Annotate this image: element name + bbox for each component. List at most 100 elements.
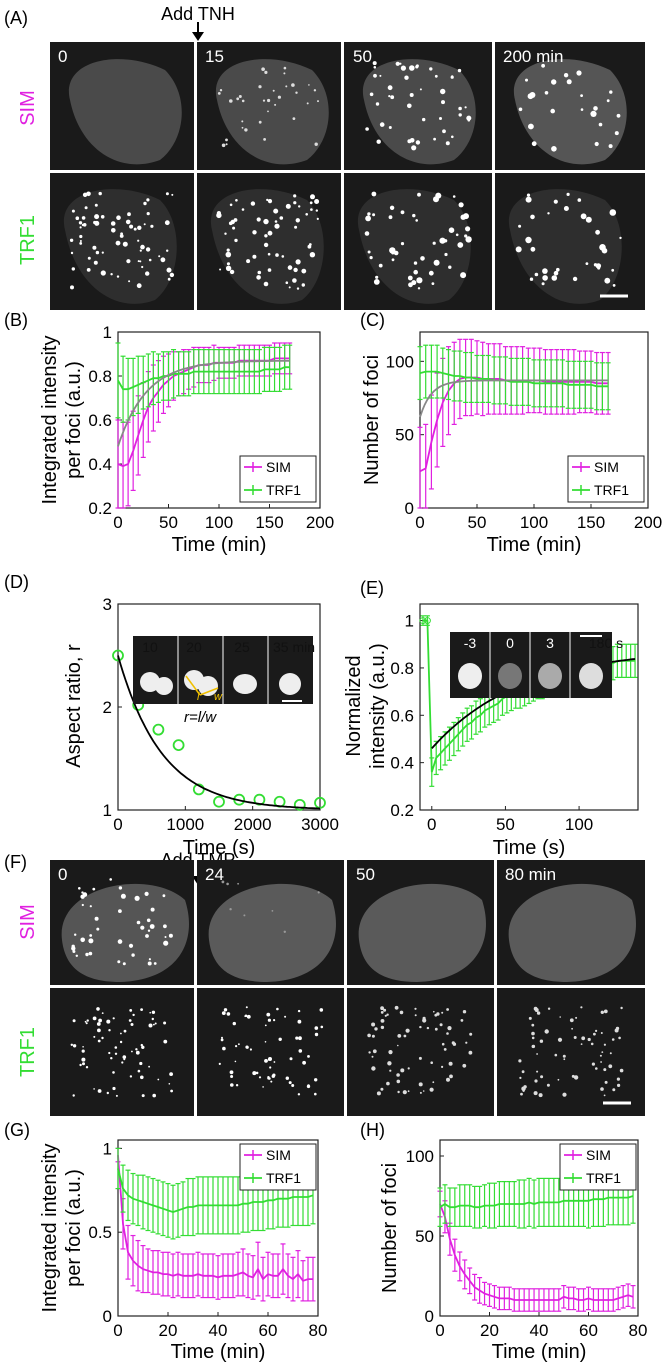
focus-spot [298,205,301,208]
timepoint-label: 0 [58,865,67,884]
focus-spot [226,248,230,252]
chart-b: (B) 0 50 100 150 200 0.2 0.4 0.6 0.8 1 Integrated… [4,310,334,556]
focus-spot [391,258,395,262]
add-tnh-annotation: Add TNH [161,4,235,24]
focus-spot [396,1079,401,1084]
focus-spot [580,108,584,111]
legend-label-sim: SIM [594,459,619,475]
down-arrow-icon [192,22,204,41]
focus-spot [298,1049,303,1053]
focus-spot [429,67,433,71]
focus-spot [287,265,293,270]
inset-timepoint: 180 s [589,635,623,651]
focus-spot [314,199,320,204]
series-line-trf1 [117,1168,314,1214]
focus-spot [310,194,315,200]
focus-spot [82,892,88,897]
focus-spot [221,1036,223,1039]
focus-spot [407,103,412,109]
focus-spot [86,1019,89,1022]
focus-spot [383,1008,387,1012]
focus-spot [536,1053,538,1055]
focus-spot [412,213,416,218]
x-axis-label: Time (min) [171,1341,266,1363]
focus-spot [82,192,88,197]
focus-spot [298,1036,302,1041]
series-line-sim [117,1155,313,1282]
focus-spot [372,61,377,66]
focus-spot [411,145,417,151]
x-axis-label: Time (s) [493,837,566,859]
focus-spot [250,201,256,206]
focus-spot [540,1075,544,1079]
focus-spot [96,1007,100,1011]
focus-spot [571,1027,573,1030]
x-tick-label: 3000 [301,815,339,834]
chart-h: (H) 0 20 40 60 80 0 50 100 Number of foci Time … [360,1120,647,1363]
focus-spot [418,1082,423,1087]
data-point [419,617,427,625]
nucleus-shape [508,883,636,982]
timepoint-label: 0 [58,47,67,66]
focus-spot [137,225,142,230]
focus-spot [466,115,472,121]
focus-spot [446,1077,450,1082]
focus-spot [101,1036,104,1040]
focus-spot [274,223,280,229]
focus-spot [123,1058,126,1061]
focus-spot [521,1086,526,1091]
focus-spot [302,1060,306,1065]
focus-spot [400,65,406,71]
focus-spot [373,66,377,69]
focus-spot [88,938,94,944]
focus-spot [84,206,88,210]
panel-c-label: (C) [360,310,385,330]
focus-spot [387,85,393,91]
focus-spot [267,110,269,113]
x-tick-label: 0 [113,1321,122,1340]
focus-spot [444,252,448,257]
focus-spot [433,259,440,266]
focus-spot [293,194,297,198]
fit-curve [419,379,609,418]
focus-spot [600,1032,603,1034]
focus-spot [140,1043,143,1047]
focus-spot [122,962,126,966]
focus-spot [293,201,297,205]
focus-spot [94,203,98,207]
inset-timepoint: -3 [464,635,477,651]
focus-spot [422,117,426,122]
focus-spot [128,943,134,948]
focus-spot [221,1011,226,1015]
focus-spot [433,137,436,141]
focus-spot [380,1087,384,1091]
inset-images: 10 20 25 35 min l w r=l/w [133,636,315,726]
focus-spot [600,1087,604,1091]
y-axis-label: per foci (a.u.) [63,361,85,479]
focus-spot [409,93,414,97]
focus-spot [604,277,611,284]
x-tick-label: 50 [159,513,178,532]
focus-spot [148,1065,151,1068]
focus-spot [230,1075,234,1078]
x-tick-label: 50 [468,513,487,532]
focus-spot [609,209,617,216]
focus-spot [148,258,152,262]
focus-spot [469,1032,473,1036]
focus-spot [529,277,534,281]
y-tick-label: 0.6 [88,411,112,430]
focus-spot [585,262,589,265]
series-line-trf1 [117,366,290,391]
focus-spot [281,255,285,258]
focus-spot [620,1006,623,1010]
focus-spot [441,1042,445,1046]
focus-spot [601,247,608,254]
timepoint-label: 200 min [503,47,563,66]
x-axis-label: Time (min) [487,534,582,556]
focus-spot [386,1081,390,1086]
focus-spot [129,224,134,229]
focus-spot [86,268,91,272]
focus-spot [465,1041,468,1044]
focus-spot [101,251,104,254]
focus-spot [372,1049,377,1054]
